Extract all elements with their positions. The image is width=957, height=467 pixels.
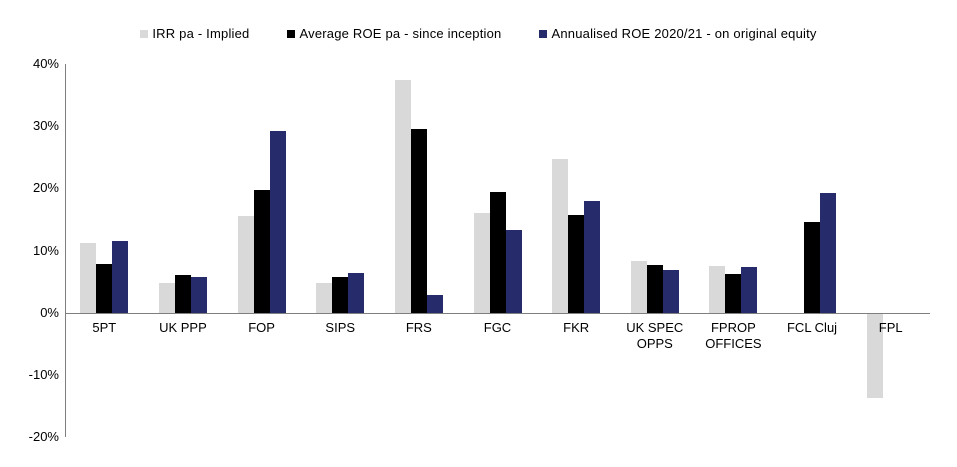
bar [80,243,96,313]
bar [316,283,332,313]
bar [96,264,112,313]
bar [191,276,207,313]
x-axis-line [65,312,930,314]
y-axis-tick-label: 20% [32,180,59,196]
legend-label: IRR pa - Implied [152,26,250,41]
bar [867,313,883,399]
x-axis-category-label: FGC [483,319,512,335]
y-axis-tick-label: 0% [40,304,59,320]
x-axis-category-label: FPL [878,319,903,335]
bar [552,159,568,313]
legend-swatch-icon [539,29,548,38]
legend-item: IRR pa - Implied [140,26,249,41]
bar [112,240,128,313]
bar [348,272,364,313]
legend-item: Annualised ROE 2020/21 - on original equ… [539,26,816,41]
bar [490,192,506,313]
x-axis-category-label: 5PT [92,319,117,335]
bar [270,131,286,313]
bar [568,215,584,313]
x-axis-category-label: FKR [563,319,590,335]
legend-swatch-icon [140,29,149,38]
bar [741,267,757,313]
bar [474,213,490,313]
x-axis-category-label: UK PPP [159,319,207,335]
bar [647,264,663,313]
x-axis-category-label: SIPS [325,319,356,335]
x-axis-category-label: UK SPEC OPPS [626,319,684,351]
x-axis-category-label: FRS [405,319,432,335]
bar [395,79,411,313]
bar [175,274,191,313]
bar [663,269,679,313]
x-axis-category-label: FPROP OFFICES [705,319,762,351]
bar [159,283,175,313]
bar [506,229,522,313]
y-axis-tick-label: -10% [28,366,59,382]
bar [332,277,348,313]
legend-swatch-icon [287,29,296,38]
chart-legend: IRR pa - Implied Average ROE pa - since i… [0,26,957,41]
legend-label: Average ROE pa - since inception [299,26,502,41]
bar [804,221,820,313]
x-axis-category-label: FOP [248,319,275,335]
bar [254,190,270,313]
legend-item: Average ROE pa - since inception [287,26,501,41]
bar [709,266,725,313]
bar [427,294,443,313]
bar [411,129,427,313]
bar [820,193,836,313]
bar [631,261,647,313]
bar [238,215,254,313]
y-axis-tick-label: 30% [32,118,59,134]
bar [584,201,600,313]
bar [725,274,741,313]
x-axis-category-label: FCL Cluj [786,319,838,335]
y-axis-tick-label: 40% [32,56,59,71]
y-axis-tick-label: -20% [28,429,59,444]
y-axis-tick-label: 10% [32,242,59,258]
y-axis-line [65,64,66,437]
legend-label: Annualised ROE 2020/21 - on original equ… [551,26,817,41]
